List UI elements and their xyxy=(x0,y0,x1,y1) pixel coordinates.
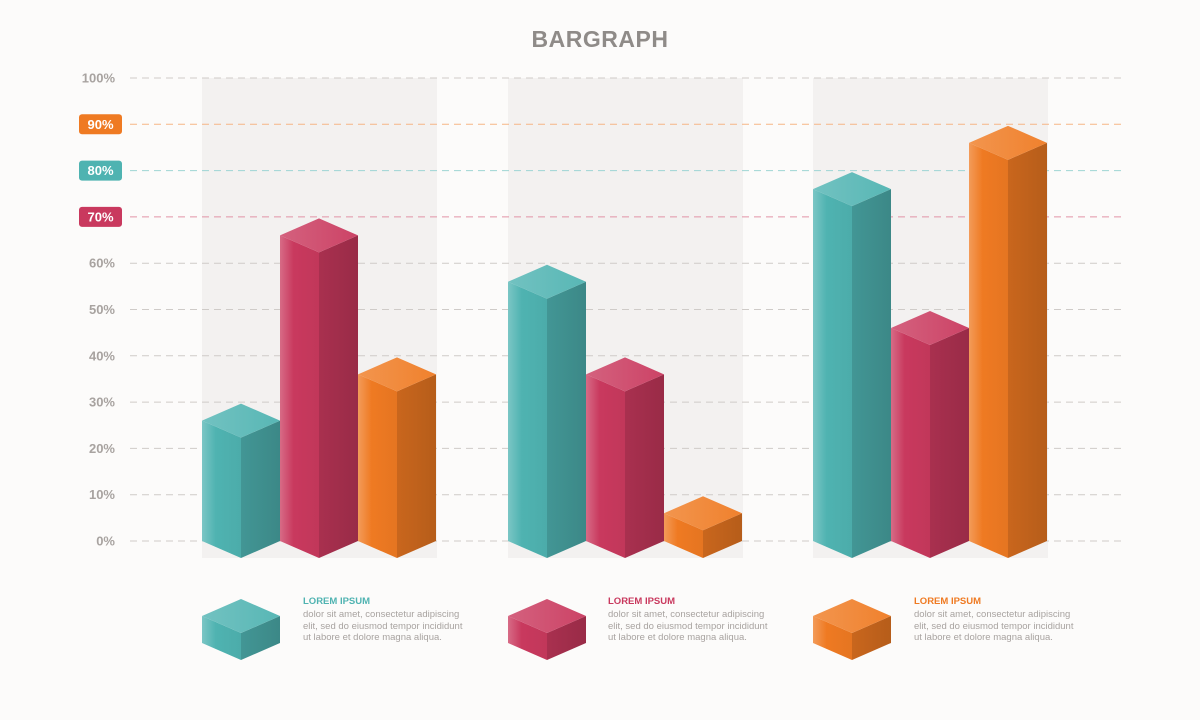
y-tick-label: 80% xyxy=(87,163,113,178)
legend-title-1: LOREM IPSUM xyxy=(303,596,371,607)
legend-body-3: dolor sit amet, consectetur adipiscing e… xyxy=(914,609,1074,643)
y-tick-label: 30% xyxy=(89,395,115,410)
y-tick-label: 50% xyxy=(89,302,115,317)
y-axis-ticks: 0% 10% 20% 30% 40% 50% 60% 70% 80% 90% 100% xyxy=(79,71,122,549)
y-tick-label: 70% xyxy=(87,209,113,224)
y-tick-label: 100% xyxy=(82,71,116,86)
bar-g2-s1 xyxy=(508,264,586,558)
legend-swatch-1 xyxy=(202,599,280,660)
legend-item-1: LOREM IPSUM dolor sit amet, consectetur … xyxy=(303,596,463,644)
y-tick-label: 10% xyxy=(89,487,115,502)
legend-body-1: dolor sit amet, consectetur adipiscing e… xyxy=(303,609,463,643)
y-tick-label: 60% xyxy=(89,256,115,271)
legend-body-2: dolor sit amet, consectetur adipiscing e… xyxy=(608,609,768,643)
legend-item-2: LOREM IPSUM dolor sit amet, consectetur … xyxy=(608,596,768,644)
bars xyxy=(202,125,1047,559)
bar-g3-s3 xyxy=(969,125,1047,558)
y-tick-label: 20% xyxy=(89,441,115,456)
bar-g1-s2 xyxy=(280,218,358,559)
bar-g3-s1 xyxy=(813,172,891,558)
legend-title-3: LOREM IPSUM xyxy=(914,596,982,607)
legend-swatch-2 xyxy=(508,599,586,660)
legend-item-3: LOREM IPSUM dolor sit amet, consectetur … xyxy=(914,596,1074,644)
bar-g3-s2 xyxy=(891,311,969,558)
legend-title-2: LOREM IPSUM xyxy=(608,596,676,607)
bar-g2-s3 xyxy=(664,496,742,558)
tick-badge xyxy=(79,206,122,227)
legend-swatch-3 xyxy=(813,599,891,660)
y-tick-label: 0% xyxy=(96,534,115,549)
y-tick-label: 90% xyxy=(87,117,113,132)
tick-badge xyxy=(79,114,122,135)
y-tick-label: 40% xyxy=(89,348,115,363)
tick-badge xyxy=(79,160,122,181)
chart-title: BARGRAPH xyxy=(531,26,669,52)
bar-g2-s2 xyxy=(586,357,664,558)
legend-swatches xyxy=(202,599,891,660)
bar-g1-s3 xyxy=(358,357,436,558)
bar-g1-s1 xyxy=(202,403,280,558)
